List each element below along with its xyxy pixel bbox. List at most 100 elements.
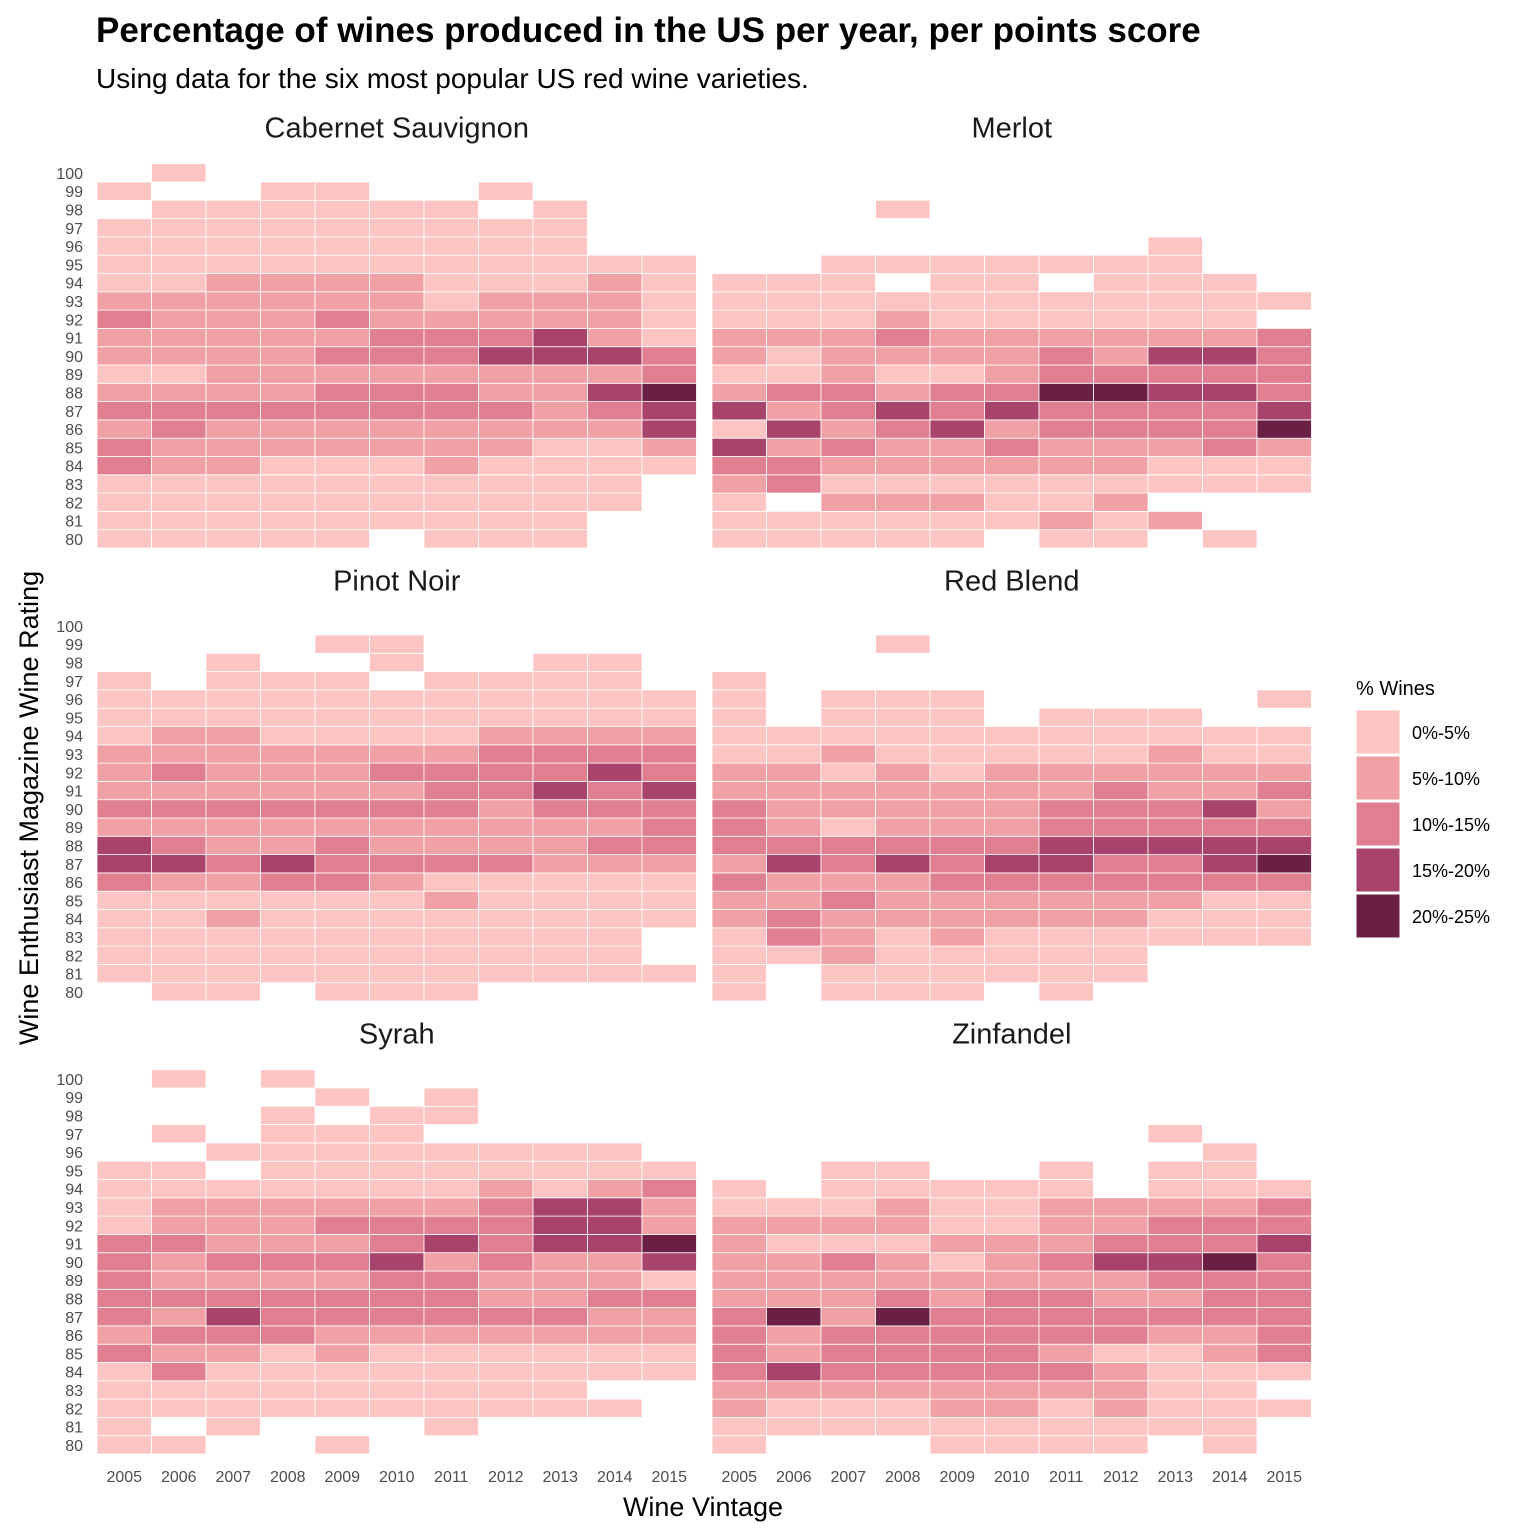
heatmap-cell: Syrah 2013 / 84: 0%-5%: [532, 1362, 588, 1382]
heatmap-cell: Syrah 2011 / 82: 0%-5%: [423, 1398, 479, 1418]
heatmap-cell: Red Blend 2015 / 90: 5%-10%: [1256, 799, 1312, 819]
heatmap-cell: Merlot 2006 / 87: 5%-10%: [766, 401, 822, 421]
heatmap-cell: Pinot Noir 2013 / 96: 0%-5%: [532, 689, 588, 709]
heatmap-cell: Pinot Noir 2009 / 93: 5%-10%: [314, 744, 370, 764]
heatmap-cell: Zinfandel 2015 / 88: 10%-15%: [1256, 1288, 1312, 1309]
heatmap-cell: Cabernet Sauvignon 2009 / 93: 5%-10%: [314, 291, 370, 311]
heatmap-cell: Red Blend 2008 / 86: 5%-10%: [875, 872, 931, 892]
heatmap-cell: Red Blend 2013 / 94: 0%-5%: [1147, 726, 1203, 746]
heatmap-cell: Zinfandel 2009 / 85: 10%-15%: [929, 1343, 985, 1363]
heatmap-cell: Syrah 2011 / 87: 10%-15%: [423, 1307, 479, 1327]
heatmap-cell: Red Blend 2008 / 94: 0%-5%: [875, 726, 931, 746]
heatmap-cell: Red Blend 2007 / 89: 0%-5%: [820, 817, 876, 837]
heatmap-cell: Pinot Noir 2010 / 92: 10%-15%: [369, 762, 425, 782]
y-tick-label: 94: [65, 729, 83, 746]
heatmap-cell: Merlot 2005 / 82: 0%-5%: [711, 492, 767, 512]
heatmap-cell: Zinfandel 2006 / 88: 5%-10%: [766, 1288, 822, 1309]
heatmap-cell: Cabernet Sauvignon 2008 / 99: 0%-5%: [260, 181, 316, 201]
heatmap-cell: Syrah 2007 / 89: 5%-10%: [205, 1270, 261, 1290]
heatmap-cell: Cabernet Sauvignon 2006 / 89: 0%-5%: [151, 364, 207, 384]
x-tick-label: 2006: [776, 1469, 812, 1486]
heatmap-cell: Syrah 2010 / 85: 0%-5%: [369, 1343, 425, 1363]
heatmap-cell: Pinot Noir 2011 / 85: 5%-10%: [423, 890, 479, 910]
heatmap-cell: Merlot 2005 / 86: 0%-5%: [711, 419, 767, 439]
heatmap-cell: Syrah 2012 / 91: 10%-15%: [478, 1234, 534, 1254]
heatmap-cell: Pinot Noir 2010 / 89: 5%-10%: [369, 817, 425, 837]
y-tick-label: 89: [65, 820, 83, 837]
heatmap-cell: Zinfandel 2008 / 89: 5%-10%: [875, 1270, 931, 1290]
heatmap-cell: Pinot Noir 2011 / 93: 5%-10%: [423, 744, 479, 764]
heatmap-cell: Pinot Noir 2015 / 96: 0%-5%: [641, 689, 697, 709]
heatmap-cell: Pinot Noir 2007 / 93: 5%-10%: [205, 744, 261, 764]
x-tick-label: 2009: [939, 1469, 975, 1486]
heatmap-cell: Merlot 2015 / 83: 0%-5%: [1256, 474, 1312, 494]
heatmap-cell: Merlot 2009 / 81: 0%-5%: [929, 510, 985, 531]
heatmap-cell: Pinot Noir 2007 / 83: 0%-5%: [205, 927, 261, 947]
heatmap-cell: Cabernet Sauvignon 2013 / 81: 0%-5%: [532, 510, 588, 531]
heatmap-cell: Syrah 2009 / 89: 5%-10%: [314, 1270, 370, 1290]
heatmap-cell: Pinot Noir 2011 / 86: 0%-5%: [423, 872, 479, 892]
heatmap-cell: Pinot Noir 2011 / 97: 0%-5%: [423, 671, 479, 691]
heatmap-cell: Pinot Noir 2008 / 81: 0%-5%: [260, 964, 316, 984]
heatmap-cell: Pinot Noir 2010 / 82: 0%-5%: [369, 945, 425, 965]
heatmap-cell: Syrah 2007 / 86: 10%-15%: [205, 1325, 261, 1345]
y-tick-label: 81: [65, 514, 83, 531]
heatmap-cell: Zinfandel 2008 / 95: 0%-5%: [875, 1160, 931, 1180]
heatmap-cell: Pinot Noir 2014 / 88: 10%-15%: [587, 835, 643, 855]
heatmap-cell: Cabernet Sauvignon 2011 / 83: 0%-5%: [423, 474, 479, 494]
heatmap-cell: Pinot Noir 2014 / 81: 0%-5%: [587, 964, 643, 984]
legend-key: [1355, 801, 1401, 847]
heatmap-cell: Red Blend 2005 / 97: 0%-5%: [711, 671, 767, 691]
heatmap-cell: Cabernet Sauvignon 2006 / 94: 0%-5%: [151, 273, 207, 293]
y-tick-label: 93: [65, 1200, 83, 1217]
heatmap-cell: Red Blend 2014 / 93: 0%-5%: [1202, 744, 1258, 764]
heatmap-cell: Merlot 2009 / 91: 5%-10%: [929, 327, 985, 348]
heatmap-cell: Cabernet Sauvignon 2013 / 82: 0%-5%: [532, 492, 588, 512]
heatmap-cell: Pinot Noir 2009 / 84: 0%-5%: [314, 909, 370, 929]
heatmap-cell: Merlot 2012 / 82: 5%-10%: [1093, 492, 1149, 512]
heatmap-cell: Zinfandel 2008 / 83: 5%-10%: [875, 1380, 931, 1400]
heatmap-cell: Cabernet Sauvignon 2013 / 92: 5%-10%: [532, 309, 588, 329]
heatmap-cell: Cabernet Sauvignon 2007 / 95: 0%-5%: [205, 254, 261, 274]
heatmap-cell: Cabernet Sauvignon 2014 / 87: 10%-15%: [587, 401, 643, 421]
heatmap-cell: Merlot 2008 / 85: 5%-10%: [875, 437, 931, 457]
heatmap-cell: Zinfandel 2011 / 83: 5%-10%: [1038, 1380, 1094, 1400]
heatmap-cell: Syrah 2008 / 94: 0%-5%: [260, 1179, 316, 1199]
heatmap-cell: Syrah 2010 / 91: 10%-15%: [369, 1234, 425, 1254]
heatmap-cell: Red Blend 2006 / 87: 15%-20%: [766, 854, 822, 874]
heatmap-cell: Zinfandel 2007 / 88: 5%-10%: [820, 1288, 876, 1309]
heatmap-cell: Zinfandel 2005 / 84: 10%-15%: [711, 1362, 767, 1382]
heatmap-cell: Cabernet Sauvignon 2014 / 88: 15%-20%: [587, 382, 643, 402]
heatmap-cell: Zinfandel 2014 / 89: 10%-15%: [1202, 1270, 1258, 1290]
heatmap-cell: Cabernet Sauvignon 2007 / 98: 0%-5%: [205, 199, 261, 220]
heatmap-cell: Cabernet Sauvignon 2011 / 95: 0%-5%: [423, 254, 479, 274]
heatmap-cell: Zinfandel 2014 / 83: 0%-5%: [1202, 1380, 1258, 1400]
heatmap-cell: Cabernet Sauvignon 2009 / 91: 5%-10%: [314, 327, 370, 348]
heatmap-cell: Cabernet Sauvignon 2005 / 88: 5%-10%: [96, 382, 152, 402]
heatmap-cell: Syrah 2009 / 83: 0%-5%: [314, 1380, 370, 1400]
heatmap-cell: Zinfandel 2010 / 93: 0%-5%: [984, 1197, 1040, 1217]
heatmap-cell: Syrah 2012 / 89: 5%-10%: [478, 1270, 534, 1290]
heatmap-cell: Pinot Noir 2006 / 89: 5%-10%: [151, 817, 207, 837]
heatmap-cell: Merlot 2010 / 90: 5%-10%: [984, 346, 1040, 366]
heatmap-cell: Red Blend 2009 / 85: 5%-10%: [929, 890, 985, 910]
heatmap-cell: Red Blend 2011 / 90: 10%-15%: [1038, 799, 1094, 819]
heatmap-cell: Red Blend 2009 / 86: 10%-15%: [929, 872, 985, 892]
heatmap-cell: Zinfandel 2008 / 90: 5%-10%: [875, 1252, 931, 1272]
heatmap-cell: Pinot Noir 2012 / 96: 0%-5%: [478, 689, 534, 709]
heatmap-cell: Cabernet Sauvignon 2008 / 96: 0%-5%: [260, 236, 316, 256]
y-tick-label: 90: [65, 1255, 83, 1272]
heatmap-cell: Merlot 2005 / 92: 0%-5%: [711, 309, 767, 329]
heatmap-cell: Zinfandel 2011 / 84: 10%-15%: [1038, 1362, 1094, 1382]
heatmap-cell: Red Blend 2005 / 85: 5%-10%: [711, 890, 767, 910]
heatmap-cell: Zinfandel 2011 / 89: 5%-10%: [1038, 1270, 1094, 1290]
heatmap-cell: Zinfandel 2013 / 85: 0%-5%: [1147, 1343, 1203, 1363]
heatmap-cell: Zinfandel 2006 / 85: 5%-10%: [766, 1343, 822, 1363]
y-tick-label: 91: [65, 784, 83, 801]
heatmap-cell: Zinfandel 2008 / 88: 10%-15%: [875, 1288, 931, 1309]
heatmap-cell: Zinfandel 2014 / 85: 5%-10%: [1202, 1343, 1258, 1363]
heatmap-cell: Red Blend 2005 / 86: 10%-15%: [711, 872, 767, 892]
heatmap-cell: Red Blend 2013 / 90: 10%-15%: [1147, 799, 1203, 819]
heatmap-cell: Pinot Noir 2005 / 92: 5%-10%: [96, 762, 152, 782]
heatmap-cell: Red Blend 2010 / 82: 0%-5%: [984, 945, 1040, 965]
